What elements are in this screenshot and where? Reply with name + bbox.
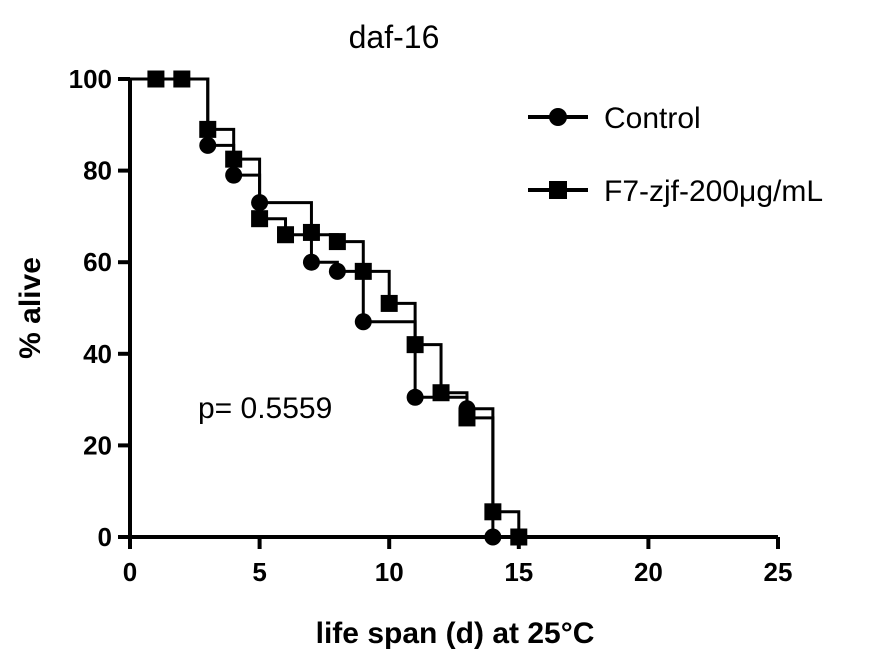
axes bbox=[128, 79, 778, 539]
legend: Control F7-zjf-200μg/mL bbox=[528, 102, 823, 208]
y-tick-label: 0 bbox=[98, 522, 112, 552]
treatment-point bbox=[225, 150, 243, 168]
p-value-annotation: p= 0.5559 bbox=[198, 392, 332, 425]
control-point bbox=[406, 388, 424, 406]
x-axis-label: life span (d) at 25°C bbox=[316, 617, 595, 650]
y-tick-label: 80 bbox=[83, 156, 112, 186]
treatment-point bbox=[458, 409, 476, 427]
treatment-point bbox=[380, 294, 398, 312]
y-axis-label: % alive bbox=[14, 257, 47, 359]
x-tick-label: 0 bbox=[123, 557, 137, 587]
ticks-layer: 0 5 10 15 20 25 0 20 40 60 80 100 bbox=[69, 64, 793, 587]
control-point bbox=[354, 313, 372, 331]
chart-title: daf-16 bbox=[349, 19, 440, 55]
treatment-point bbox=[147, 70, 165, 88]
series-layer bbox=[130, 70, 528, 546]
x-tick-label: 20 bbox=[634, 557, 663, 587]
x-tick-label: 15 bbox=[504, 557, 533, 587]
legend-label-treatment: F7-zjf-200μg/mL bbox=[604, 175, 823, 208]
series-line-1 bbox=[130, 77, 521, 537]
treatment-point bbox=[432, 384, 450, 402]
treatment-point bbox=[251, 210, 269, 228]
x-tick-label: 25 bbox=[764, 557, 793, 587]
control-point bbox=[225, 166, 243, 184]
y-tick-label: 100 bbox=[69, 64, 112, 94]
treatment-point bbox=[406, 336, 424, 354]
control-point bbox=[199, 136, 217, 154]
legend-square-marker bbox=[549, 181, 567, 199]
treatment-point bbox=[277, 226, 295, 244]
treatment-point bbox=[484, 503, 502, 521]
treatment-point bbox=[328, 233, 346, 251]
y-tick-label: 40 bbox=[83, 339, 112, 369]
legend-item-treatment: F7-zjf-200μg/mL bbox=[528, 175, 823, 208]
legend-label-control: Control bbox=[604, 102, 701, 135]
legend-circle-marker bbox=[549, 108, 567, 126]
y-tick-label: 60 bbox=[83, 247, 112, 277]
x-tick-label: 10 bbox=[375, 557, 404, 587]
series-line-0 bbox=[130, 77, 495, 537]
control-point bbox=[484, 528, 502, 546]
control-point bbox=[302, 253, 320, 271]
treatment-point bbox=[302, 223, 320, 241]
x-tick-label: 5 bbox=[252, 557, 266, 587]
treatment-point bbox=[173, 70, 191, 88]
control-point bbox=[328, 262, 346, 280]
treatment-point bbox=[199, 120, 217, 138]
treatment-point bbox=[354, 262, 372, 280]
y-tick-label: 20 bbox=[83, 430, 112, 460]
legend-item-control: Control bbox=[528, 102, 701, 135]
